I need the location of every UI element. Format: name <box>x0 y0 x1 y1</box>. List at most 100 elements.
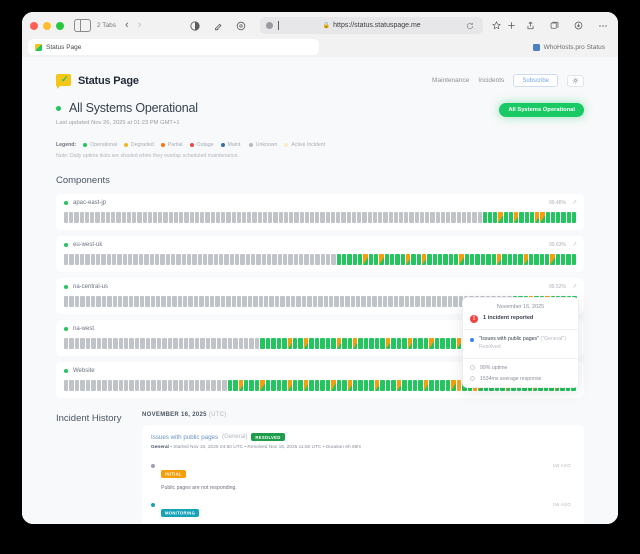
gear-icon[interactable] <box>567 74 584 87</box>
uptime-tick[interactable] <box>369 338 374 349</box>
uptime-tick[interactable] <box>325 212 330 223</box>
uptime-tick[interactable] <box>238 338 243 349</box>
uptime-tick[interactable] <box>183 380 189 391</box>
uptime-tick[interactable] <box>118 296 123 307</box>
uptime-tick[interactable] <box>79 212 84 223</box>
uptime-tick[interactable] <box>64 338 69 349</box>
uptime-tick[interactable] <box>254 380 260 391</box>
uptime-tick[interactable] <box>320 254 325 265</box>
uptime-tick[interactable] <box>358 338 363 349</box>
uptime-tick[interactable] <box>347 254 352 265</box>
uptime-tick[interactable] <box>395 254 400 265</box>
uptime-tick[interactable] <box>64 296 69 307</box>
uptime-tick[interactable] <box>299 254 304 265</box>
uptime-tick[interactable] <box>294 212 299 223</box>
uptime-tick[interactable] <box>265 380 271 391</box>
uptime-tick[interactable] <box>111 212 116 223</box>
uptime-tick[interactable] <box>84 212 90 223</box>
uptime-tick[interactable] <box>227 338 233 349</box>
uptime-tick[interactable] <box>425 212 430 223</box>
uptime-tick[interactable] <box>411 254 416 265</box>
uptime-tick[interactable] <box>440 380 445 391</box>
uptime-tick[interactable] <box>152 212 158 223</box>
uptime-tick[interactable] <box>134 338 140 349</box>
uptime-tick[interactable] <box>434 380 440 391</box>
extensions-icon[interactable] <box>233 18 248 33</box>
uptime-tick[interactable] <box>325 380 331 391</box>
uptime-tick[interactable] <box>287 380 293 391</box>
uptime-tick[interactable] <box>194 212 200 223</box>
uptime-tick[interactable] <box>183 338 189 349</box>
uptime-tick[interactable] <box>353 380 358 391</box>
uptime-tick[interactable] <box>487 212 493 223</box>
uptime-tick[interactable] <box>139 296 145 307</box>
sidebar-toggle-icon[interactable] <box>74 19 91 32</box>
uptime-tick[interactable] <box>396 338 402 349</box>
component-row[interactable]: eu-west-uk 99.63% ↗ <box>56 236 584 272</box>
uptime-tick[interactable] <box>374 338 380 349</box>
uptime-tick[interactable] <box>431 296 437 307</box>
uptime-tick[interactable] <box>134 380 140 391</box>
uptime-tick[interactable] <box>320 212 325 223</box>
new-tab-plus-icon[interactable] <box>504 18 519 33</box>
uptime-tick[interactable] <box>112 296 118 307</box>
uptime-tick[interactable] <box>145 338 151 349</box>
uptime-tick[interactable] <box>91 380 96 391</box>
uptime-tick[interactable] <box>211 338 216 349</box>
uptime-tick[interactable] <box>106 254 112 265</box>
reload-icon[interactable] <box>462 18 477 33</box>
uptime-tick[interactable] <box>347 338 353 349</box>
uptime-tick[interactable] <box>158 212 163 223</box>
uptime-tick[interactable] <box>245 254 251 265</box>
uptime-tick[interactable] <box>372 212 378 223</box>
uptime-tick[interactable] <box>192 254 197 265</box>
uptime-tick[interactable] <box>145 380 151 391</box>
uptime-tick[interactable] <box>429 338 434 349</box>
uptime-tick[interactable] <box>200 212 205 223</box>
uptime-tick[interactable] <box>161 296 166 307</box>
uptime-tick[interactable] <box>357 212 362 223</box>
uptime-tick[interactable] <box>518 254 523 265</box>
uptime-tick[interactable] <box>101 296 107 307</box>
uptime-tick[interactable] <box>74 338 80 349</box>
uptime-tick[interactable] <box>69 296 74 307</box>
uptime-tick[interactable] <box>304 212 310 223</box>
uptime-tick[interactable] <box>216 338 222 349</box>
uptime-tick[interactable] <box>112 254 117 265</box>
uptime-tick[interactable] <box>121 212 126 223</box>
uptime-tick[interactable] <box>528 254 534 265</box>
uptime-tick[interactable] <box>269 296 274 307</box>
uptime-tick[interactable] <box>353 338 358 349</box>
uptime-tick[interactable] <box>374 380 380 391</box>
uptime-tick[interactable] <box>393 296 399 307</box>
uptime-tick[interactable] <box>560 254 566 265</box>
uptime-tick[interactable] <box>550 212 556 223</box>
uptime-tick[interactable] <box>342 338 347 349</box>
uptime-tick[interactable] <box>379 254 384 265</box>
uptime-tick[interactable] <box>64 380 69 391</box>
uptime-tick[interactable] <box>215 212 221 223</box>
close-window-button[interactable] <box>30 21 38 30</box>
back-chevron-icon[interactable]: ‹ <box>125 19 129 31</box>
uptime-tick[interactable] <box>138 254 144 265</box>
uptime-tick[interactable] <box>352 254 357 265</box>
uptime-tick[interactable] <box>296 296 301 307</box>
uptime-tick[interactable] <box>150 296 155 307</box>
uptime-tick[interactable] <box>64 254 69 265</box>
uptime-tick[interactable] <box>437 296 442 307</box>
uptime-tick[interactable] <box>373 254 379 265</box>
uptime-tick[interactable] <box>154 254 160 265</box>
uptime-tick[interactable] <box>419 212 425 223</box>
uptime-tick[interactable] <box>363 380 369 391</box>
uptime-tick[interactable] <box>550 254 555 265</box>
uptime-tick[interactable] <box>409 212 414 223</box>
uptime-tick[interactable] <box>210 212 215 223</box>
uptime-tick[interactable] <box>486 254 491 265</box>
uptime-tick[interactable] <box>367 212 372 223</box>
uptime-tick[interactable] <box>415 296 420 307</box>
uptime-tick[interactable] <box>545 212 550 223</box>
uptime-tick[interactable] <box>80 338 85 349</box>
uptime-tick-bar[interactable] <box>64 212 576 223</box>
uptime-tick[interactable] <box>384 254 389 265</box>
uptime-tick[interactable] <box>358 380 363 391</box>
